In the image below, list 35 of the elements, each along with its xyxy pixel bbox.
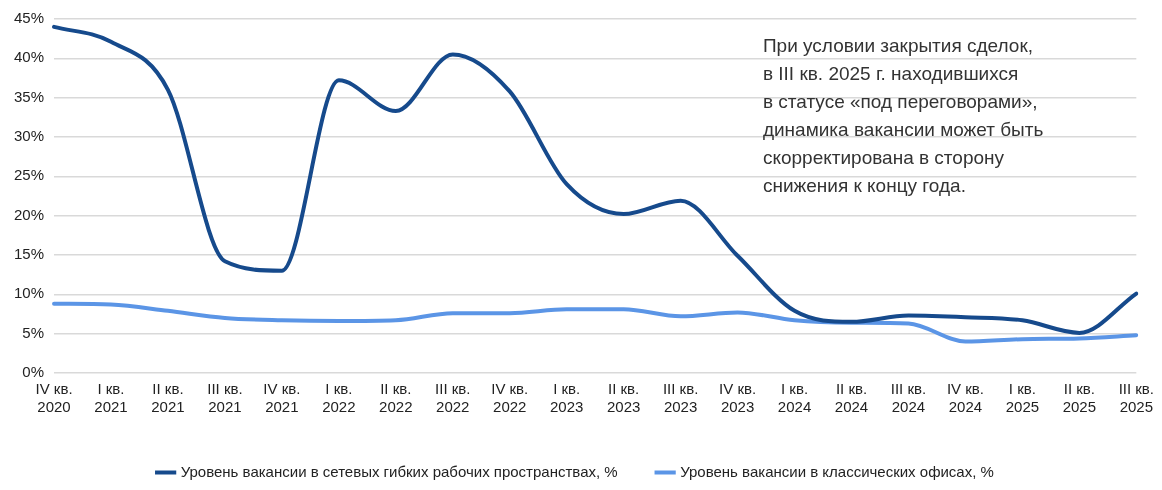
x-tick-label: I кв. 2021	[94, 380, 128, 416]
x-tick-label: III кв. 2023	[662, 380, 699, 416]
y-tick-label: 35%	[13, 87, 45, 105]
x-tick-label: IV кв. 2020	[35, 380, 73, 416]
x-tick-label: II кв. 2023	[606, 380, 641, 416]
annotation: При условии закрытия сделок, в III кв. 2025 г. находившихся в статусе «под переговорами», динамика вакансии может быть скорректирована в сторону снижения к концу года.	[762, 34, 1044, 196]
y-tick-label: 25%	[13, 166, 45, 184]
line-series	[52, 24, 1139, 335]
legend-label: Уровень вакансии в классических офисах, %	[680, 462, 994, 480]
x-tick-label: I кв. 2025	[1005, 380, 1040, 416]
x-tick-label: III кв. 2022	[435, 380, 471, 416]
x-tick-label: II кв. 2024	[834, 380, 869, 416]
y-tick-label: 20%	[13, 205, 45, 223]
x-tick-label: III кв. 2021	[207, 380, 243, 416]
x-tick-label: II кв. 2022	[379, 380, 413, 416]
x-tick-label: IV кв. 2024	[946, 380, 984, 416]
y-tick-label: 45%	[13, 9, 45, 27]
y-tick-label: 30%	[13, 127, 45, 145]
x-tick-label: I кв. 2024	[777, 380, 812, 416]
x-tick-label: II кв. 2025	[1062, 380, 1097, 416]
legend-label: Уровень вакансии в сетевых гибких рабочих пространствах, %	[180, 462, 618, 480]
x-tick-label: II кв. 2021	[151, 380, 185, 416]
x-tick-label: I кв. 2023	[550, 380, 584, 416]
y-tick-label: 15%	[13, 245, 45, 263]
x-tick-label: IV кв. 2023	[719, 380, 757, 416]
y-tick-label: 5%	[22, 323, 45, 341]
x-tick-label: IV кв. 2021	[263, 380, 301, 416]
y-tick-label: 40%	[13, 48, 45, 66]
x-tick-label: IV кв. 2022	[491, 380, 529, 416]
x-tick-label: III кв. 2024	[890, 380, 927, 416]
x-tick-label: III кв. 2025	[1118, 380, 1154, 416]
line-series	[52, 301, 1139, 344]
x-tick-label: I кв. 2022	[322, 380, 356, 416]
y-tick-label: 0%	[22, 363, 45, 381]
y-tick-label: 10%	[13, 284, 45, 302]
